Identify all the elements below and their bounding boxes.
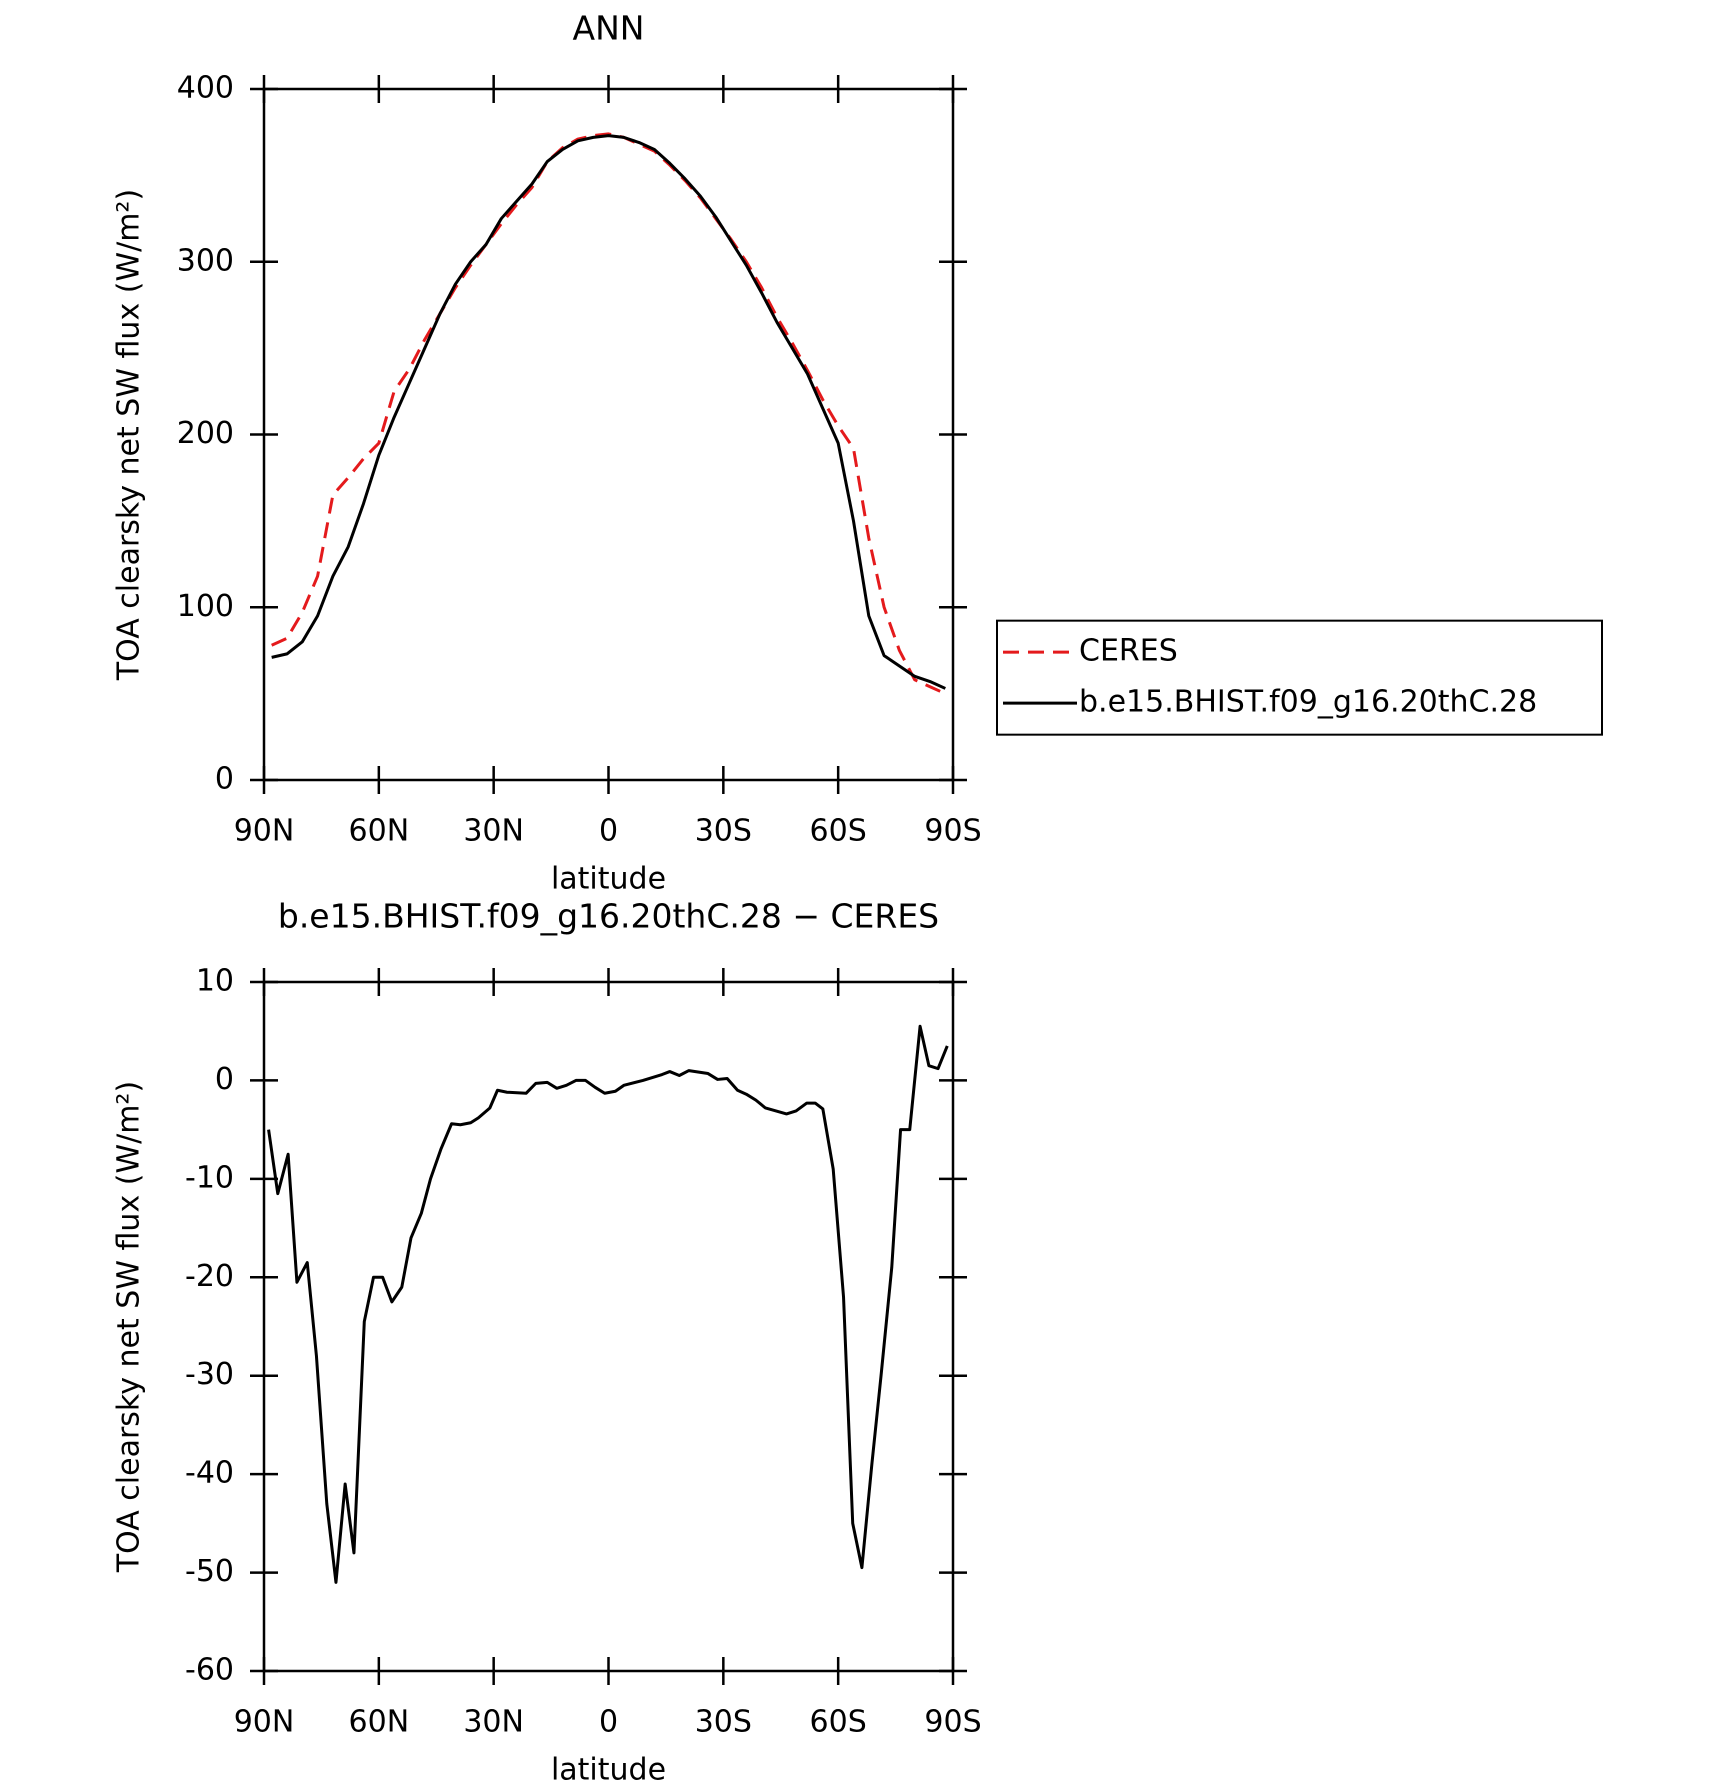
x-tick-label: 90N <box>234 1705 295 1740</box>
legend-label: CERES <box>1079 634 1178 669</box>
y-axis-label: TOA clearsky net SW flux (W/m²) <box>112 189 147 681</box>
x-axis-label: latitude <box>551 862 666 897</box>
legend-label: b.e15.BHIST.f09_g16.20thC.28 <box>1079 685 1537 720</box>
plot-frame <box>262 87 955 782</box>
x-tick-label: 60S <box>810 1705 867 1740</box>
data-line <box>271 132 946 695</box>
x-tick-label: 90S <box>924 814 981 849</box>
chart-title: ANN <box>573 9 645 48</box>
y-tick-label: -50 <box>185 1554 234 1589</box>
x-tick-label: 30S <box>695 1705 752 1740</box>
x-axis-label: latitude <box>551 1753 666 1788</box>
x-tick-label: 90S <box>924 1705 981 1740</box>
y-tick-label: -60 <box>185 1653 234 1688</box>
x-tick-label: 60S <box>810 814 867 849</box>
x-tick-label: 90N <box>234 814 295 849</box>
x-tick-label: 0 <box>599 814 618 849</box>
y-tick-label: 400 <box>177 71 234 106</box>
y-tick-label: 200 <box>177 416 234 451</box>
y-axis-label: TOA clearsky net SW flux (W/m²) <box>112 1081 147 1573</box>
legend: CERES b.e15.BHIST.f09_g16.20thC.28 <box>996 619 1603 736</box>
y-tick-label: 0 <box>215 1062 234 1097</box>
y-tick-label: -10 <box>185 1160 234 1195</box>
y-tick-label: 100 <box>177 589 234 624</box>
x-tick-label: 30S <box>695 814 752 849</box>
y-tick-label: -40 <box>185 1456 234 1491</box>
legend-box <box>996 619 1603 736</box>
plot-frame <box>262 980 955 1673</box>
x-tick-label: 60N <box>349 814 410 849</box>
y-tick-label: 0 <box>215 762 234 797</box>
y-tick-label: 300 <box>177 243 234 278</box>
y-tick-label: -20 <box>185 1259 234 1294</box>
x-tick-label: 0 <box>599 1705 618 1740</box>
x-tick-label: 30N <box>463 814 524 849</box>
data-line <box>267 1024 949 1584</box>
y-tick-label: 10 <box>196 964 234 999</box>
y-tick-label: -30 <box>185 1357 234 1392</box>
x-tick-label: 30N <box>463 1705 524 1740</box>
chart-title: b.e15.BHIST.f09_g16.20thC.28 − CERES <box>278 897 939 936</box>
x-tick-label: 60N <box>349 1705 410 1740</box>
data-line <box>271 134 946 690</box>
